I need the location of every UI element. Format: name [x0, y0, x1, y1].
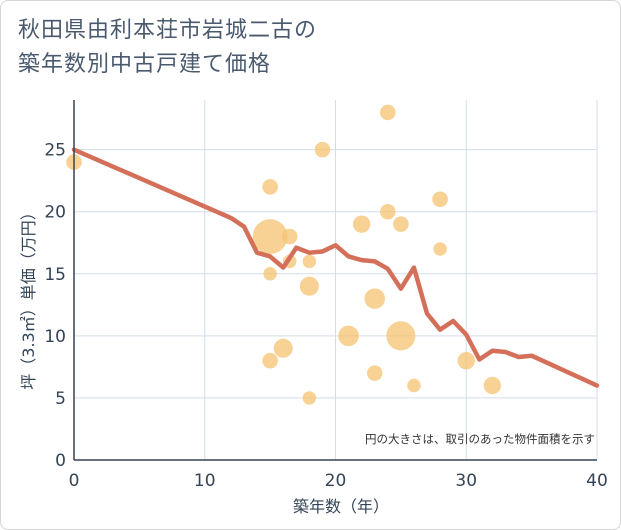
data-bubble — [386, 321, 416, 351]
y-tick-label: 20 — [44, 203, 66, 223]
data-bubble — [263, 267, 277, 281]
x-axis-label: 築年数（年） — [293, 497, 389, 516]
data-bubble — [483, 376, 502, 395]
y-tick-label: 15 — [44, 265, 66, 285]
data-bubble — [262, 179, 278, 195]
data-bubble — [366, 365, 383, 381]
data-bubble — [433, 242, 447, 256]
data-bubble — [393, 216, 409, 232]
size-note: 円の大きさは、取引のあった物件面積を示す — [365, 432, 595, 446]
axes: 0 10 20 30 40 0 5 10 15 20 25 — [44, 100, 608, 491]
x-tick-label: 40 — [586, 471, 608, 491]
data-bubble — [352, 215, 371, 233]
data-bubble — [281, 228, 298, 245]
data-bubble — [262, 352, 278, 369]
chart-title: 秋田県由利本荘市岩城二古の 築年数別中古戸建て価格 — [18, 14, 317, 82]
data-bubble — [273, 338, 293, 358]
bubbles — [66, 104, 502, 405]
data-bubble — [432, 191, 448, 208]
data-bubble — [457, 351, 475, 370]
chart-title-line1: 秋田県由利本荘市岩城二古の — [18, 18, 318, 43]
x-tick-label: 30 — [455, 471, 477, 491]
y-tick-label: 5 — [55, 389, 66, 409]
data-bubble — [314, 141, 331, 158]
data-bubble — [299, 276, 319, 296]
trend-line-group — [71, 147, 600, 388]
trend-line — [71, 147, 600, 388]
data-bubble — [380, 203, 396, 220]
data-bubble — [364, 288, 386, 309]
y-tick-label: 25 — [44, 141, 66, 161]
data-bubble — [302, 254, 317, 269]
data-bubble — [338, 325, 359, 347]
x-tick-label: 10 — [194, 471, 216, 491]
y-axis-label: 坪（3.3㎡）単価（万円） — [19, 204, 38, 389]
y-tick-label: 0 — [55, 451, 66, 471]
x-tick-label: 0 — [69, 471, 80, 491]
data-bubble — [302, 391, 317, 405]
x-tick-label: 20 — [325, 471, 347, 491]
data-bubble — [380, 104, 396, 121]
grid — [73, 100, 598, 460]
data-bubble — [252, 219, 288, 254]
data-bubble — [407, 378, 421, 393]
chart-title-line2: 築年数別中古戸建て価格 — [18, 52, 272, 77]
y-tick-label: 10 — [44, 327, 66, 347]
